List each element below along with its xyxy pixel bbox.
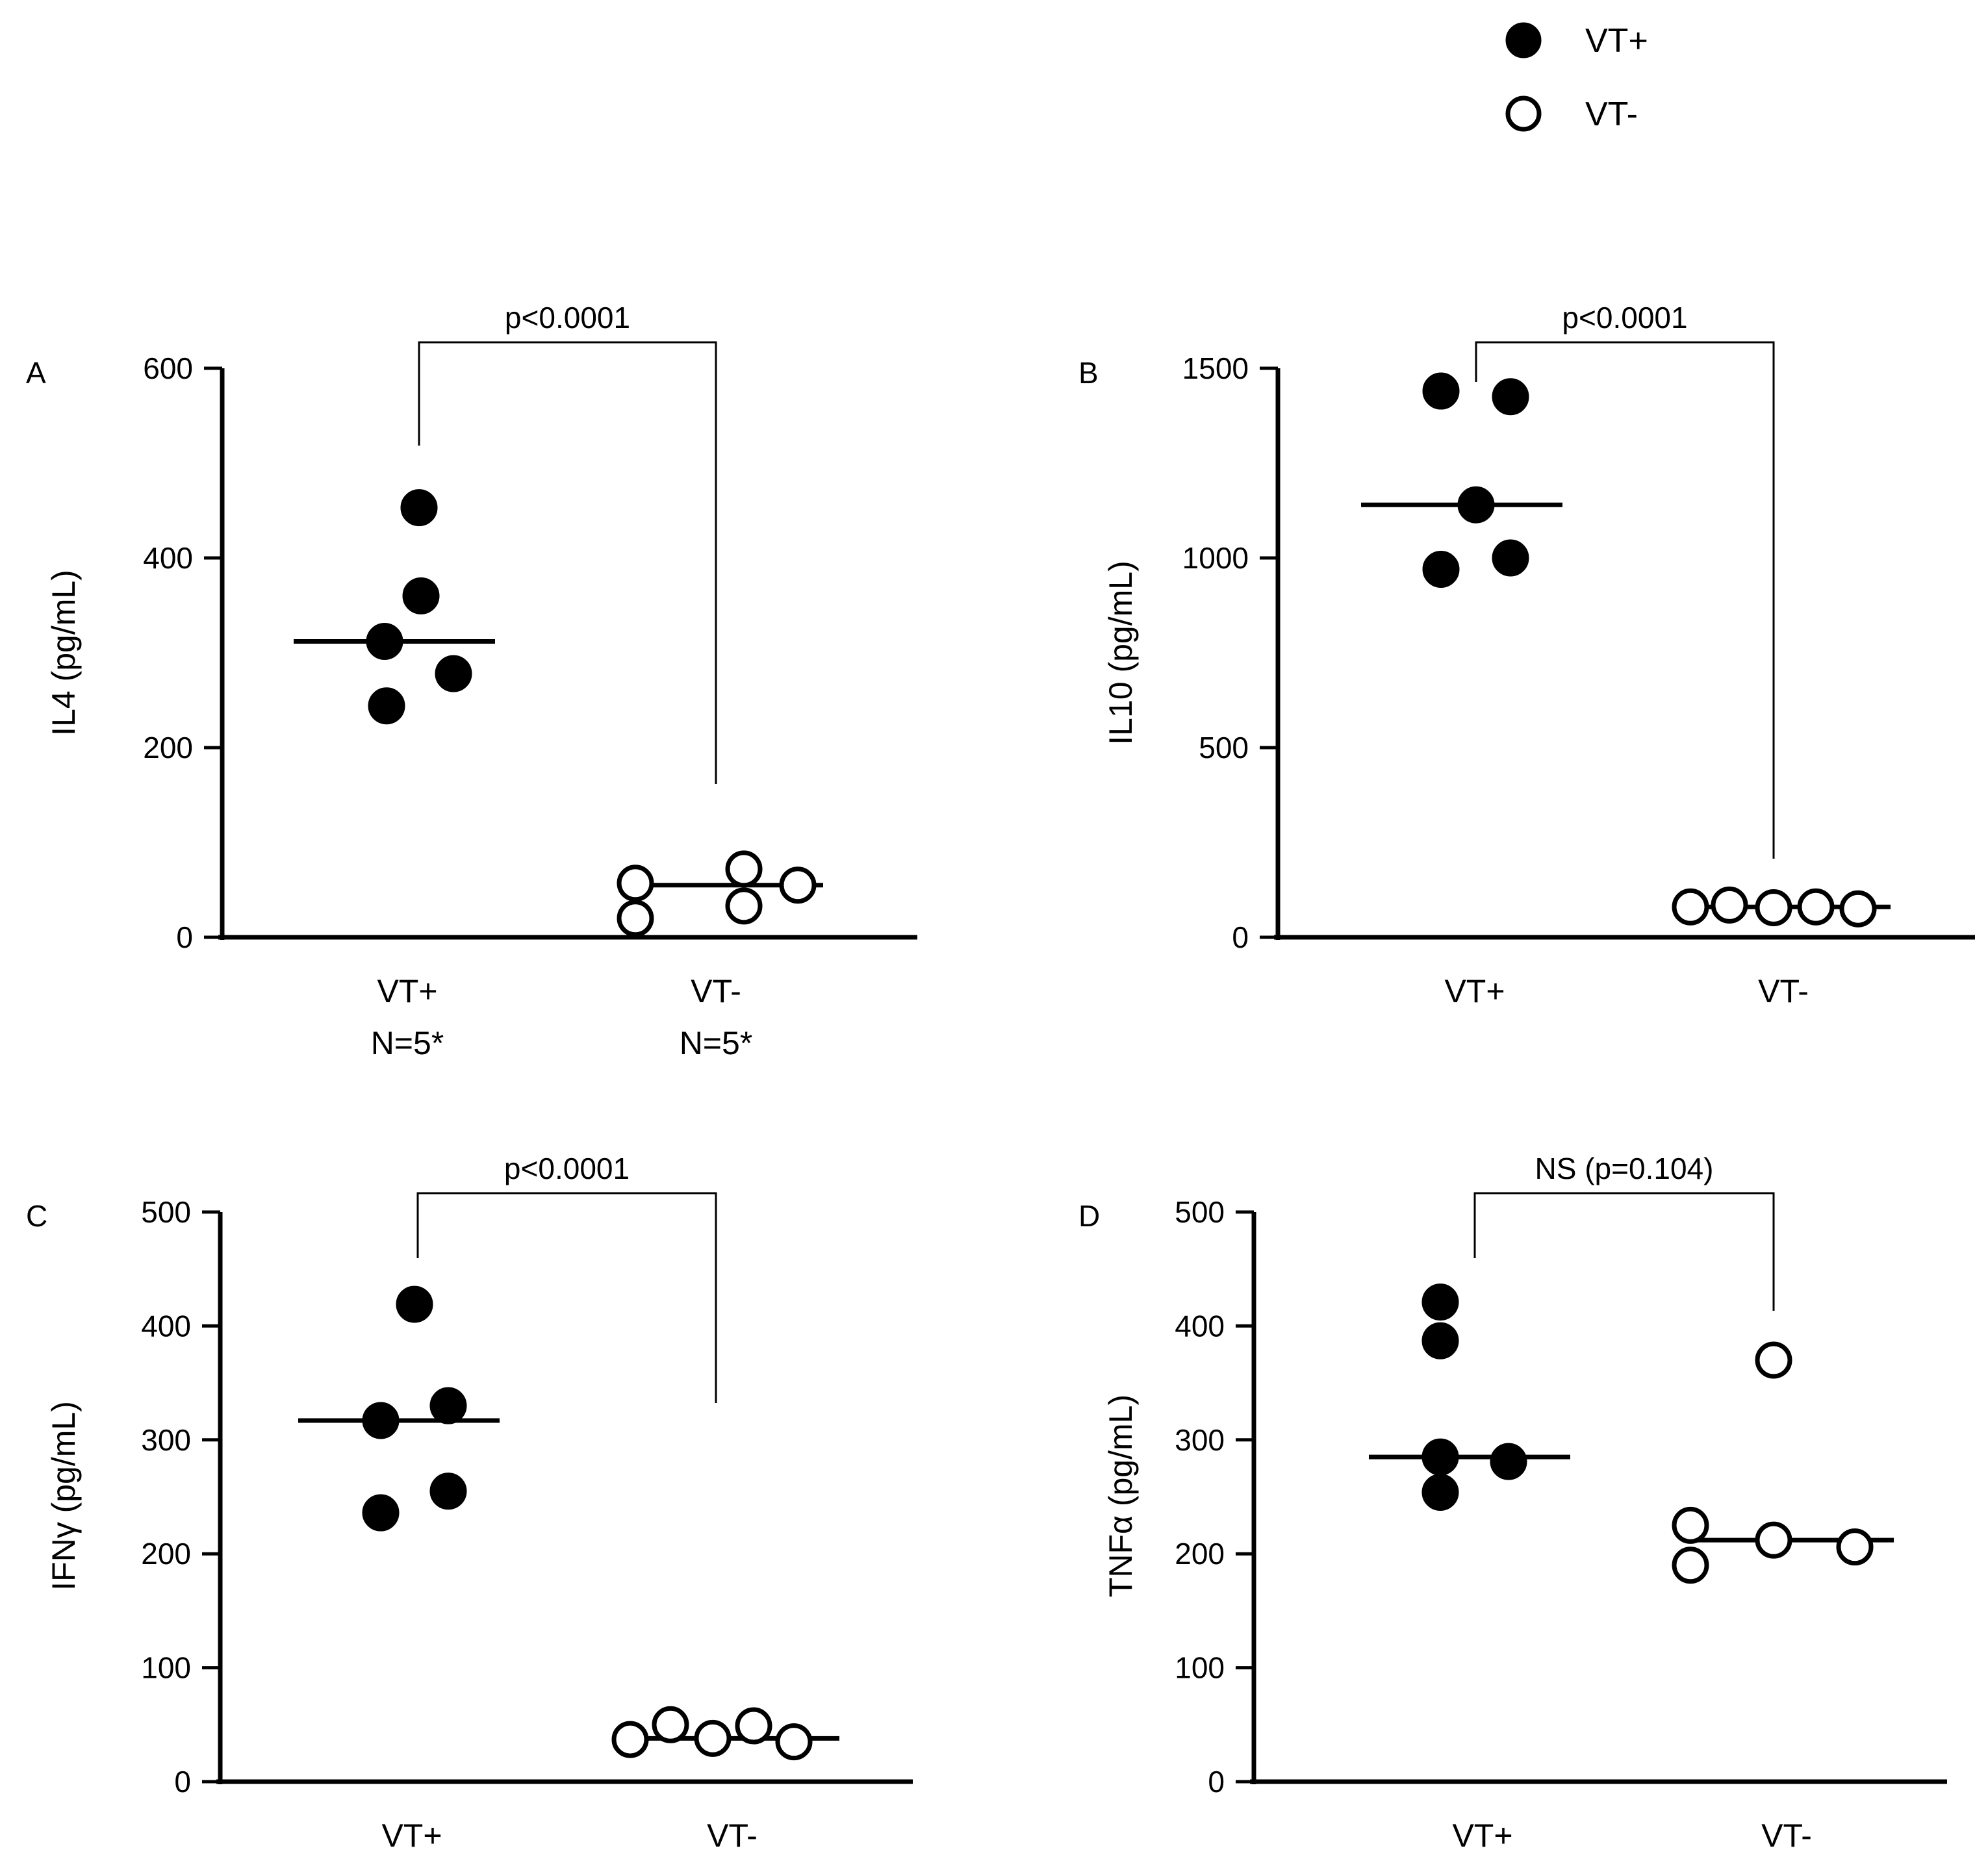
chart-panel-d: D 0 100 200 300 400 500 TNFα (pg/mL) VT+ VT- NS (p… (1078, 1152, 1947, 1854)
y-tick-label: 300 (141, 1423, 191, 1457)
data-point-vt-negative (652, 1706, 689, 1743)
data-point-vt-positive (396, 1285, 433, 1323)
y-tick-label: 500 (1199, 731, 1249, 764)
x-category-label: VT+ (381, 1817, 442, 1854)
y-tick-label: 1000 (1182, 541, 1249, 575)
chart-panel-b: B 0 500 1000 1500 IL10 (pg/mL) VT+ VT-p<0.0001 (1078, 301, 1975, 1009)
data-point-vt-positive (1421, 1438, 1459, 1476)
y-axis-label: IFNγ (pg/mL) (45, 1401, 82, 1591)
y-tick-label: 0 (1208, 1765, 1225, 1799)
data-point-vt-positive (429, 1387, 467, 1424)
data-point-vt-positive (1421, 1322, 1459, 1359)
y-tick-label: 400 (143, 541, 193, 575)
data-point-vt-negative (611, 1721, 649, 1758)
data-point-vt-positive (400, 489, 438, 527)
y-tick-label: 100 (141, 1651, 191, 1685)
panel-letter: D (1078, 1199, 1100, 1233)
x-category-label: VT+ (377, 973, 437, 1009)
y-tick-label: 100 (1175, 1651, 1225, 1685)
data-point-vt-negative (1755, 1341, 1792, 1379)
y-axis-label: IL10 (pg/mL) (1102, 561, 1139, 744)
significance-label: p<0.0001 (505, 301, 630, 335)
data-point-vt-positive (366, 622, 403, 660)
data-point-vt-negative (617, 865, 654, 902)
data-point-vt-negative (1672, 1547, 1709, 1584)
chart-panel-a: A 0 200 400 600 IL4 (pg/mL) VT+ N=5* VT- N=5* p<0.… (26, 301, 917, 1061)
y-axis-label: TNFα (pg/mL) (1102, 1395, 1139, 1597)
significance-bracket (1473, 1192, 1775, 1311)
data-point-vt-negative (1672, 1506, 1709, 1544)
data-point-vt-positive (1422, 551, 1460, 588)
data-point-vt-positive (435, 655, 472, 692)
x-category-label: VT- (1758, 973, 1809, 1009)
y-tick-label: 600 (143, 351, 193, 385)
y-tick-label: 400 (141, 1309, 191, 1343)
data-point-vt-negative (1672, 888, 1709, 926)
legend-marker-filled (1505, 22, 1542, 58)
y-tick-label: 300 (1175, 1423, 1225, 1457)
y-tick-label: 0 (1232, 920, 1249, 954)
data-point-vt-negative (775, 1723, 813, 1761)
data-point-vt-positive (1492, 378, 1529, 416)
significance-bracket (416, 1192, 717, 1403)
y-tick-label: 500 (1175, 1195, 1225, 1229)
x-category-label: VT- (1761, 1817, 1812, 1854)
significance-label: p<0.0001 (1562, 301, 1687, 335)
data-point-vt-negative (1711, 886, 1748, 924)
data-point-vt-positive (402, 577, 440, 614)
y-tick-label: 1500 (1182, 351, 1249, 385)
data-point-vt-negative (694, 1719, 732, 1757)
y-tick-label: 0 (174, 1765, 191, 1799)
significance-label: NS (p=0.104) (1535, 1152, 1714, 1185)
data-point-vt-negative (735, 1707, 772, 1745)
significance-label: p<0.0001 (504, 1152, 630, 1185)
legend-marker-open (1505, 95, 1542, 132)
data-point-vt-positive (362, 1494, 400, 1532)
data-point-vt-negative (779, 866, 817, 904)
y-tick-label: 0 (176, 920, 193, 954)
data-point-vt-negative (617, 900, 654, 937)
data-point-vt-positive (368, 687, 405, 725)
significance-bracket (1475, 341, 1775, 859)
data-point-vt-positive (1490, 1443, 1527, 1480)
data-point-vt-positive (362, 1402, 400, 1439)
x-category-label: VT- (691, 973, 741, 1009)
data-point-vt-negative (1755, 1521, 1792, 1559)
x-category-label: VT- (707, 1817, 758, 1854)
legend: VT+ VT- (1505, 22, 1648, 133)
y-tick-label: 400 (1175, 1309, 1225, 1343)
y-tick-label: 500 (141, 1195, 191, 1229)
data-point-vt-negative (1797, 888, 1835, 926)
chart-panel-c: C 0 100 200 300 400 500 IFNγ (pg/mL) VT+ VT-p<0.0… (26, 1152, 913, 1854)
y-tick-label: 200 (1175, 1537, 1225, 1571)
x-category-label: N=5* (680, 1025, 753, 1061)
panel-letter: A (26, 356, 46, 390)
data-point-vt-positive (429, 1472, 467, 1510)
data-point-vt-negative (1755, 889, 1792, 926)
legend-label: VT- (1585, 95, 1638, 133)
x-category-label: VT+ (1444, 973, 1505, 1009)
legend-label: VT+ (1585, 22, 1648, 60)
y-axis-label: IL4 (pg/mL) (45, 570, 82, 736)
data-point-vt-negative (725, 850, 763, 888)
data-point-vt-positive (1422, 372, 1460, 410)
data-point-vt-positive (1492, 539, 1529, 577)
x-category-label: VT+ (1452, 1817, 1512, 1854)
data-point-vt-negative (725, 887, 763, 925)
data-point-vt-positive (1421, 1473, 1459, 1511)
panel-letter: B (1078, 356, 1099, 390)
data-point-vt-negative (1836, 1528, 1874, 1566)
y-tick-label: 200 (143, 731, 193, 764)
panel-letter: C (26, 1199, 47, 1233)
y-tick-label: 200 (141, 1537, 191, 1571)
x-category-label: N=5* (371, 1025, 444, 1061)
data-point-vt-positive (1421, 1283, 1459, 1321)
significance-bracket (418, 341, 717, 784)
data-point-vt-positive (1457, 486, 1495, 524)
data-point-vt-negative (1839, 890, 1877, 928)
